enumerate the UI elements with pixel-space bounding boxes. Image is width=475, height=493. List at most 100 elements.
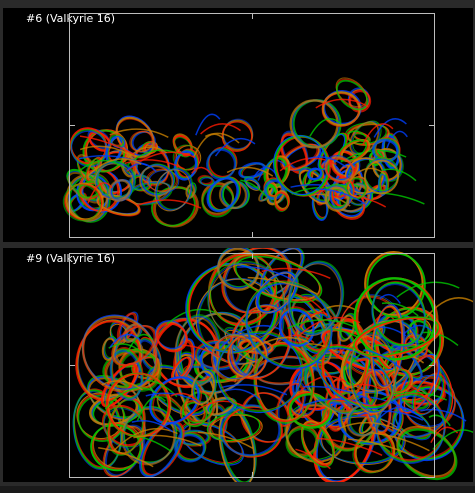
center-tick-bottom — [252, 232, 253, 238]
vortex-ribbon — [412, 373, 445, 416]
vortex-ribbon — [255, 272, 296, 314]
center-tick-left — [69, 125, 75, 126]
vortex-ribbon — [222, 248, 292, 314]
center-tick-right — [429, 365, 435, 366]
streak-line — [128, 434, 172, 453]
streak-line — [145, 392, 201, 404]
vortex-ribbon — [148, 170, 180, 193]
streak-line — [204, 132, 240, 144]
vortex-ribbon — [183, 391, 215, 423]
streak-line — [432, 429, 473, 450]
streak-line — [357, 410, 424, 421]
vortex-ribbon — [199, 176, 214, 186]
streak-line — [379, 293, 401, 304]
vortex-ribbon — [255, 271, 298, 314]
viewport-frame[interactable] — [69, 253, 435, 478]
streak-line — [287, 319, 356, 330]
vortex-ribbon — [321, 93, 360, 127]
vortex-ribbon — [350, 332, 397, 412]
vortex-ribbon — [374, 149, 404, 182]
streak-line — [303, 385, 370, 401]
streak-line — [428, 414, 451, 427]
streak-line — [136, 396, 166, 421]
vortex-ribbon — [278, 308, 315, 347]
streak-line — [362, 123, 394, 145]
panel-title: #6 (Valkyrie 16) — [26, 12, 116, 25]
vortex-ribbon — [245, 282, 333, 370]
center-tick-top — [252, 13, 253, 19]
streak-line — [79, 135, 135, 156]
vortex-ribbon — [395, 410, 432, 441]
vortex-ribbon — [353, 277, 437, 361]
vortex-ribbon — [182, 391, 213, 424]
streak-line — [136, 199, 202, 209]
streak-line — [217, 324, 283, 351]
vortex-ribbon — [109, 349, 143, 401]
panel-title: #9 (Valkyrie 16) — [26, 252, 116, 265]
vortex-ribbon — [155, 168, 193, 211]
vortex-ribbon — [364, 157, 399, 192]
streak-line — [307, 156, 348, 169]
vortex-ribbon — [370, 305, 404, 389]
vortex-ribbon — [105, 372, 168, 437]
vortex-ribbon — [348, 334, 396, 415]
vortex-ribbon — [65, 182, 104, 221]
vortex-ribbon — [174, 433, 206, 463]
vortex-ribbon — [376, 393, 446, 463]
streak-line — [316, 437, 383, 456]
center-tick-right — [429, 125, 435, 126]
vortex-ribbon — [413, 372, 446, 415]
streak-line — [370, 432, 430, 452]
streak-line — [109, 128, 169, 138]
vortex-ribbon — [370, 306, 403, 390]
vortex-ribbon — [336, 79, 369, 111]
streak-line — [295, 448, 331, 470]
vortex-ribbon — [206, 148, 237, 181]
vortex-ribbon — [371, 283, 426, 348]
streak-line — [381, 168, 417, 182]
viewport-frame[interactable] — [69, 13, 435, 238]
vortex-ribbon — [200, 177, 216, 187]
vortex-ribbon — [201, 185, 235, 218]
vortex-ribbon — [139, 422, 182, 478]
streak-line — [98, 447, 154, 468]
streak-line — [79, 145, 132, 157]
vortex-ribbon — [321, 319, 369, 403]
vortex-ribbon — [273, 193, 289, 212]
vortex-ribbon — [193, 368, 217, 404]
streak-line — [386, 130, 408, 149]
streak-line — [336, 421, 400, 432]
streak-line — [109, 333, 142, 348]
streak-line — [421, 331, 459, 346]
streak-line — [191, 166, 214, 177]
vortex-ribbon — [211, 334, 258, 382]
vortex-ribbon — [397, 428, 458, 481]
vortex-ribbon — [263, 156, 288, 188]
streak-line — [124, 159, 185, 170]
vortex-ribbon — [377, 173, 388, 196]
streak-line — [240, 179, 268, 198]
streak-line — [220, 384, 288, 396]
streak-line — [237, 266, 293, 281]
vortex-ribbon — [108, 179, 132, 202]
streak-line — [214, 137, 256, 157]
streak-line — [396, 281, 460, 298]
streak-line — [424, 297, 473, 320]
streak-line — [87, 182, 113, 204]
view-panel-9: #9 (Valkyrie 16) — [3, 248, 473, 482]
vortex-ribbon — [110, 135, 126, 149]
streak-line — [251, 166, 277, 180]
streak-line — [372, 406, 415, 427]
vortex-ribbon — [207, 260, 285, 338]
vortex-ribbon — [173, 150, 198, 181]
vortex-ribbon — [206, 177, 239, 213]
streak-line — [346, 130, 371, 142]
vortex-ribbon — [138, 165, 174, 197]
streak-line — [192, 133, 225, 158]
streak-line — [127, 333, 154, 353]
streak-line — [343, 341, 373, 367]
render-output — [72, 248, 473, 482]
vortex-ribbon — [287, 263, 342, 337]
streak-line — [420, 408, 467, 422]
streak-line — [373, 118, 407, 138]
